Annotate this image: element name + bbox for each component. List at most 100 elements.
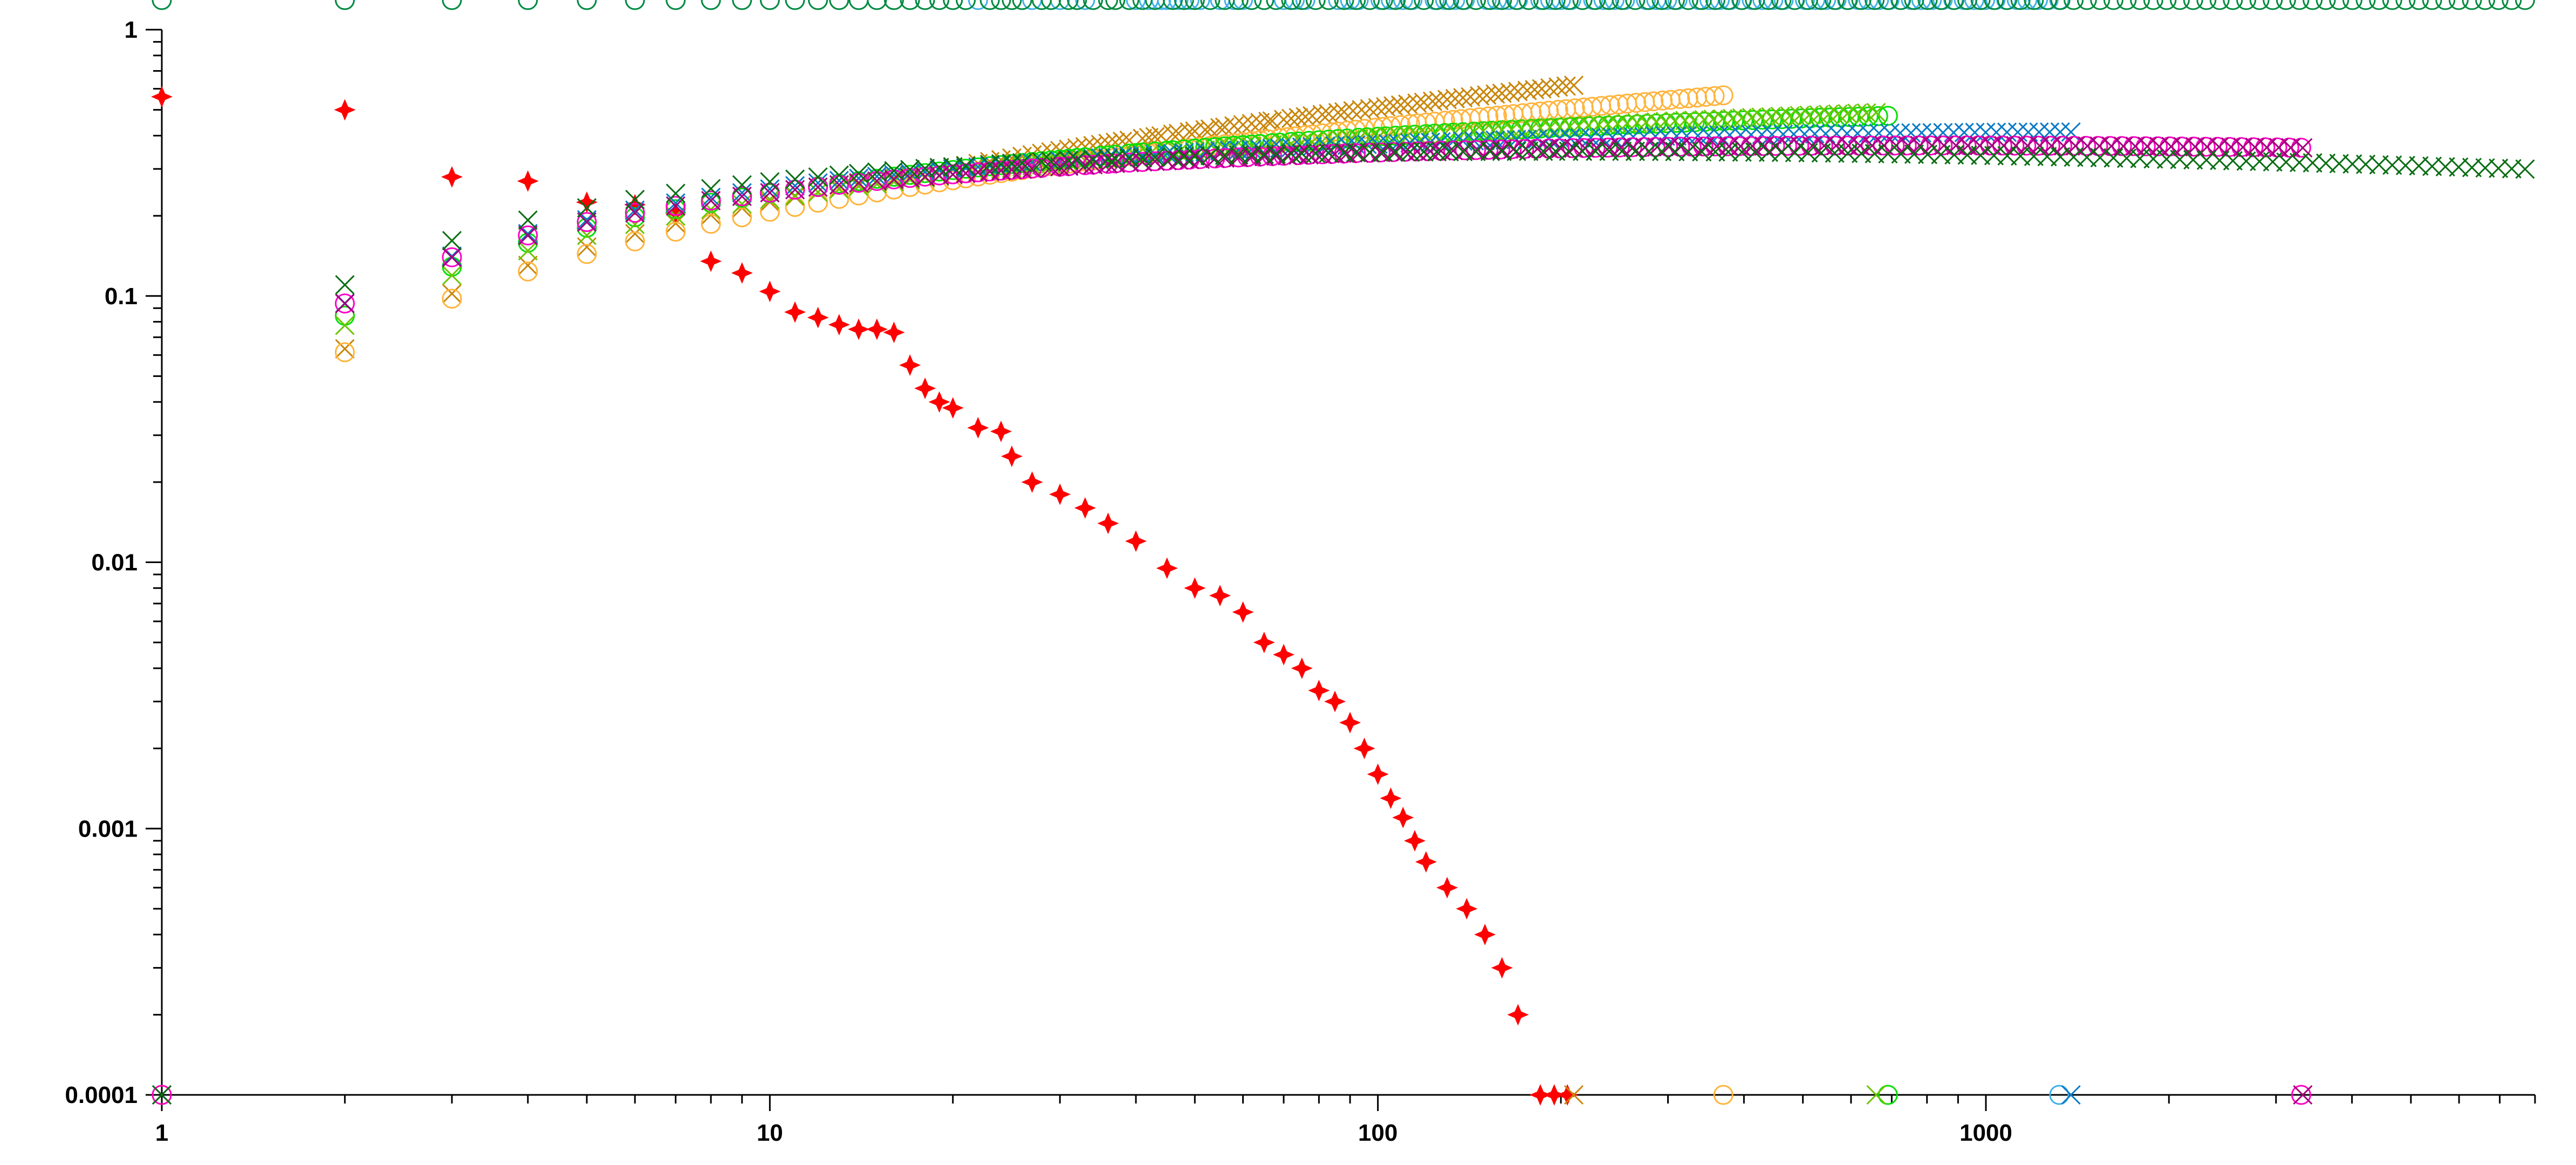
y-tick-label: 0.1 (105, 283, 138, 310)
data-point-star (883, 321, 905, 344)
data-point-circle (1273, 0, 1294, 10)
data-point-circle (1266, 0, 1286, 10)
data-point-circle (666, 196, 686, 216)
data-point-cross (1292, 143, 1312, 163)
data-point-cross (867, 162, 887, 182)
data-point-circle (1334, 0, 1354, 10)
data-point-circle (1699, 0, 1719, 10)
data-point-circle (2291, 138, 2311, 158)
data-point-circle (1145, 0, 1165, 10)
data-point-circle (956, 163, 976, 183)
data-point-circle (1012, 0, 1032, 10)
data-point-circle (2116, 0, 2137, 10)
data-point-cross (1464, 121, 1484, 142)
data-point-cross (785, 180, 805, 200)
data-point-cross (1718, 142, 1738, 162)
data-point-cross (1281, 143, 1301, 164)
data-point-star (1543, 1084, 1565, 1106)
data-point-cross (1059, 156, 1079, 176)
data-point-circle (1777, 135, 1797, 156)
data-point-cross (1012, 159, 1032, 179)
data-point-cross (1190, 149, 1210, 169)
data-point-circle (1393, 0, 1413, 10)
data-point-cross (701, 187, 721, 207)
data-point-circle (1585, 0, 1606, 10)
data-point-cross (1352, 100, 1372, 120)
data-point-cross (1180, 149, 1200, 170)
data-point-cross (1819, 105, 1839, 125)
data-point-circle (1920, 135, 1941, 156)
data-point-circle (915, 0, 935, 10)
data-point-circle (2303, 0, 2323, 10)
data-point-circle (1506, 0, 1527, 10)
data-point-cross (732, 183, 752, 203)
data-point-circle (1771, 0, 1792, 10)
data-point-circle (1758, 0, 1779, 10)
data-point-circle (1691, 0, 1712, 10)
data-point-cross (666, 193, 686, 213)
data-point-star (1456, 897, 1478, 920)
data-point-cross (1319, 143, 1339, 163)
data-point-cross (1530, 118, 1550, 138)
data-point-cross (2061, 122, 2081, 142)
data-point-circle (2010, 0, 2031, 10)
data-point-star (664, 202, 687, 224)
data-point-cross (1368, 98, 1388, 118)
data-point-circle (1789, 135, 1810, 156)
data-point-circle (2488, 0, 2509, 10)
data-point-circle (1522, 102, 1542, 122)
data-point-circle (968, 162, 988, 183)
data-point-cross (1041, 157, 1061, 177)
data-point-cross (1390, 95, 1410, 115)
data-point-cross (1570, 128, 1590, 148)
data-point-circle (1174, 0, 1194, 10)
data-point-circle (1745, 0, 1765, 10)
data-point-circle (577, 217, 597, 238)
data-point-circle (2195, 136, 2216, 157)
data-point-cross (1794, 124, 1814, 144)
data-point-circle (1031, 0, 1052, 10)
data-point-circle (2475, 0, 2496, 10)
data-point-circle (1305, 0, 1326, 10)
data-point-circle (1157, 0, 1177, 10)
data-point-circle (1975, 0, 1995, 10)
data-point-cross (867, 167, 887, 187)
data-point-star (576, 191, 598, 213)
data-point-cross (1709, 125, 1729, 145)
data-point-circle (979, 0, 1000, 10)
data-point-cross (518, 210, 538, 230)
data-point-cross (900, 168, 920, 188)
data-point-circle (943, 164, 963, 184)
data-point-cross (1780, 106, 1800, 126)
data-point-circle (1492, 0, 1512, 10)
data-point-circle (1360, 142, 1380, 163)
data-point-cross (1012, 153, 1032, 173)
data-point-circle (1105, 0, 1126, 10)
data-point-circle (2112, 136, 2132, 156)
data-point-circle (518, 225, 538, 245)
data-point-star (928, 391, 950, 413)
data-point-circle (1184, 0, 1205, 10)
x-tick-label: 100 (1358, 1120, 1397, 1146)
data-point-star (848, 318, 870, 340)
data-point-cross (1808, 105, 1829, 125)
data-point-cross (152, 1085, 172, 1105)
data-point-circle (2209, 0, 2230, 10)
data-point-cross (577, 198, 597, 218)
data-point-cross (1266, 144, 1286, 164)
data-point-star (1273, 643, 1295, 666)
data-point-star (1001, 446, 1023, 468)
series-3 (152, 85, 1734, 1105)
data-point-circle (1228, 0, 1249, 10)
data-point-circle (701, 214, 721, 234)
data-point-cross (1586, 141, 1606, 161)
data-point-cross (1646, 112, 1666, 132)
data-point-circle (1565, 98, 1585, 119)
data-point-circle (1242, 0, 1262, 10)
data-point-circle (577, 244, 597, 264)
data-point-cross (785, 186, 805, 205)
data-point-circle (2422, 0, 2442, 10)
data-point-cross (1519, 141, 1539, 161)
data-point-circle (2049, 1085, 2070, 1105)
